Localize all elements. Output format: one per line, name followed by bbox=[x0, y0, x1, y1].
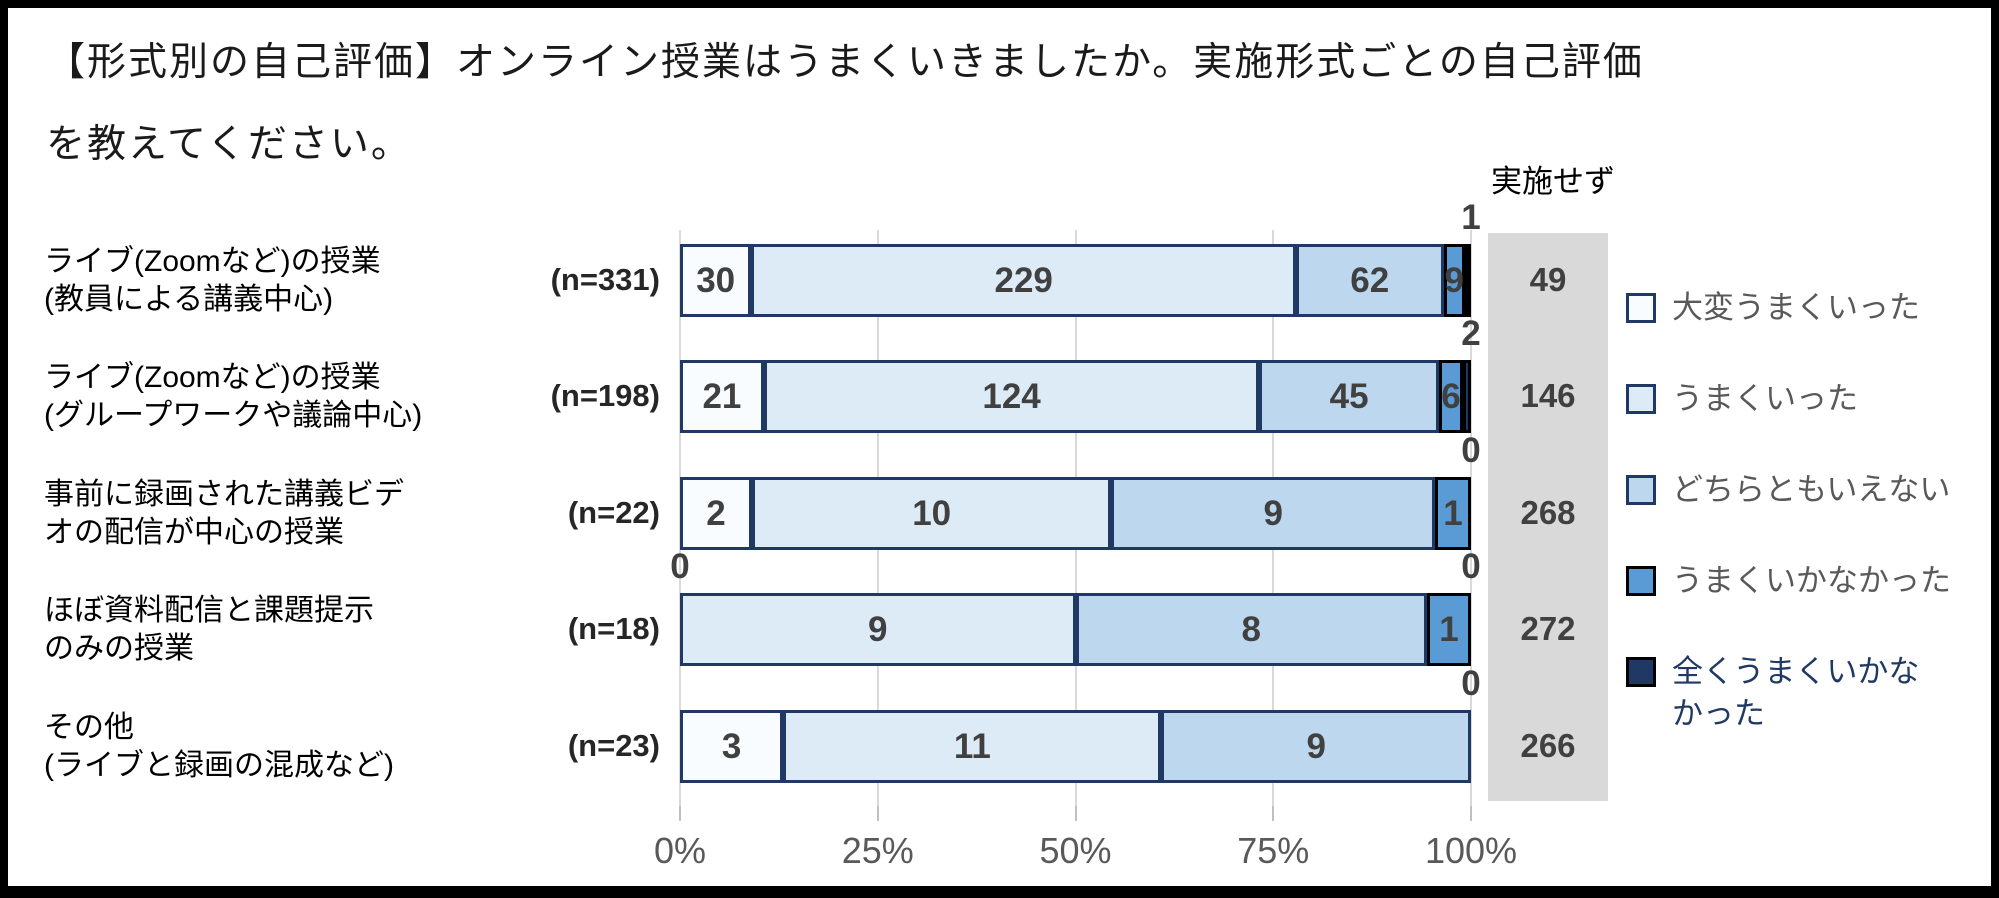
legend-item-1: 大変うまくいった bbox=[1626, 287, 1991, 329]
segment-value-label: 6 bbox=[1441, 376, 1461, 416]
not-implemented-value: 266 bbox=[1520, 726, 1576, 764]
not-implemented-value: 146 bbox=[1520, 376, 1576, 414]
category-label: その他 (ライブと録画の混成など) bbox=[44, 710, 394, 782]
segment-value-label: 8 bbox=[1241, 609, 1261, 649]
legend-item-3: どちらともいえない bbox=[1626, 469, 1991, 511]
category-label: ライブ(Zoomなど)の授業 (教員による講義中心) bbox=[44, 244, 381, 316]
legend-label-2: うまくいった bbox=[1672, 381, 1858, 416]
axis-tick bbox=[876, 806, 879, 821]
bar-segment-2: 10 bbox=[751, 477, 1112, 550]
bar-segment-1: 3 bbox=[680, 710, 784, 783]
legend-item-2: うまくいった bbox=[1626, 378, 1991, 420]
not-implemented-value: 49 bbox=[1529, 260, 1567, 298]
stacked-bar: 3 11 9 bbox=[680, 710, 1471, 783]
segment-value-label: 124 bbox=[982, 376, 1041, 416]
stacked-bar: 2 10 9 1 bbox=[680, 477, 1471, 550]
bar-segment-3: 45 bbox=[1259, 360, 1440, 433]
outside-value-label-right: 0 bbox=[1461, 431, 1481, 470]
segment-value-label: 45 bbox=[1329, 376, 1369, 416]
legend-label-1: 大変うまくいった bbox=[1672, 290, 1920, 325]
legend-swatch-1 bbox=[1626, 293, 1656, 323]
segment-value-label: 3 bbox=[721, 726, 742, 766]
axis-tick bbox=[1272, 806, 1275, 821]
bar-segment-3: 62 bbox=[1296, 244, 1444, 317]
chart-title-line2: を教えてください。 bbox=[46, 123, 412, 166]
axis-tick bbox=[679, 806, 681, 821]
segment-value-label: 30 bbox=[696, 260, 736, 300]
x-axis-tick-label: 0% bbox=[653, 830, 707, 871]
sample-size-label: (n=23) bbox=[567, 727, 660, 763]
x-axis-tick-label: 25% bbox=[841, 830, 914, 871]
legend-label-4: うまくいかなかった bbox=[1672, 563, 1951, 598]
chart-title-line1: 【形式別の自己評価】オンライン授業はうまくいきましたか。実施形式ごとの自己評価 bbox=[46, 41, 1644, 84]
segment-value-label: 9 bbox=[1306, 726, 1326, 766]
bar-segment-3: 9 bbox=[1161, 710, 1471, 783]
bar-segment-4: 1 bbox=[1435, 477, 1471, 550]
legend-label-5: 全くうまくいかな かった bbox=[1672, 654, 1920, 731]
outside-value-label-right: 2 bbox=[1461, 314, 1481, 353]
segment-value-label: 1 bbox=[1439, 609, 1459, 649]
outside-value-label-left: 0 bbox=[670, 547, 690, 586]
bar-segment-1: 30 bbox=[680, 244, 752, 317]
sample-size-label: (n=22) bbox=[567, 494, 660, 530]
segment-value-label: 21 bbox=[702, 376, 742, 416]
bar-segment-5 bbox=[1462, 360, 1471, 433]
bar-segment-1: 2 bbox=[680, 477, 752, 550]
axis-tick bbox=[1074, 806, 1077, 821]
outside-value-label-right: 0 bbox=[1461, 547, 1481, 586]
bar-segment-2: 11 bbox=[783, 710, 1162, 783]
x-axis-tick-label: 100% bbox=[1424, 830, 1518, 871]
bar-segment-3: 9 bbox=[1111, 477, 1436, 550]
outside-value-label-right: 0 bbox=[1461, 664, 1481, 703]
bar-segment-2: 9 bbox=[680, 593, 1076, 666]
bar-segment-1: 21 bbox=[680, 360, 764, 433]
legend-swatch-5 bbox=[1626, 657, 1656, 687]
not-implemented-column bbox=[1488, 233, 1608, 801]
segment-value-label: 10 bbox=[912, 493, 952, 533]
sample-size-label: (n=198) bbox=[550, 377, 660, 413]
bar-segment-4: 1 bbox=[1427, 593, 1471, 666]
chart-title: 【形式別の自己評価】オンライン授業はうまくいきましたか。実施形式ごとの自己評価 … bbox=[46, 22, 1966, 186]
legend-item-5: 全くうまくいかな かった bbox=[1626, 651, 1991, 735]
category-label: ほぼ資料配信と課題提示 のみの授業 bbox=[44, 593, 374, 665]
legend-swatch-3 bbox=[1626, 475, 1656, 505]
segment-value-label: 2 bbox=[706, 493, 726, 533]
gridline bbox=[1470, 230, 1472, 806]
not-implemented-value: 268 bbox=[1520, 493, 1576, 531]
segment-value-label: 9 bbox=[1263, 493, 1283, 533]
segment-value-label: 62 bbox=[1350, 260, 1390, 300]
bar-segment-4: 9 bbox=[1443, 244, 1466, 317]
x-axis-tick-label: 50% bbox=[1039, 830, 1112, 871]
bar-segment-2: 229 bbox=[751, 244, 1297, 317]
bar-segment-3: 8 bbox=[1075, 593, 1428, 666]
category-label: ライブ(Zoomなど)の授業 (グループワークや議論中心) bbox=[44, 360, 423, 432]
legend-swatch-4 bbox=[1626, 566, 1656, 596]
axis-tick bbox=[1470, 806, 1472, 821]
stacked-bar: 30 229 62 9 bbox=[680, 244, 1472, 317]
segment-value-label: 1 bbox=[1443, 493, 1463, 533]
sample-size-label: (n=331) bbox=[550, 261, 660, 297]
stacked-bar: 21 124 45 6 bbox=[680, 360, 1471, 433]
x-axis-tick-label: 75% bbox=[1237, 830, 1310, 871]
segment-value-label: 229 bbox=[994, 260, 1053, 300]
legend-label-3: どちらともいえない bbox=[1672, 472, 1951, 507]
not-implemented-header: 実施せず bbox=[1491, 164, 1615, 199]
not-implemented-value: 272 bbox=[1520, 609, 1576, 647]
segment-value-label: 11 bbox=[953, 726, 991, 766]
outside-value-label-right: 1 bbox=[1461, 198, 1481, 237]
category-label: 事前に録画された講義ビデ オの配信が中心の授業 bbox=[44, 477, 404, 549]
legend-item-4: うまくいかなかった bbox=[1626, 560, 1991, 602]
stacked-bar: 9 8 1 bbox=[680, 593, 1471, 666]
segment-value-label: 9 bbox=[868, 609, 888, 649]
bar-segment-2: 124 bbox=[763, 360, 1260, 433]
bar-segment-4: 6 bbox=[1439, 360, 1463, 433]
sample-size-label: (n=18) bbox=[567, 610, 660, 646]
bar-segment-5 bbox=[1465, 244, 1472, 317]
segment-value-label: 9 bbox=[1444, 260, 1464, 300]
legend-swatch-2 bbox=[1626, 384, 1656, 414]
